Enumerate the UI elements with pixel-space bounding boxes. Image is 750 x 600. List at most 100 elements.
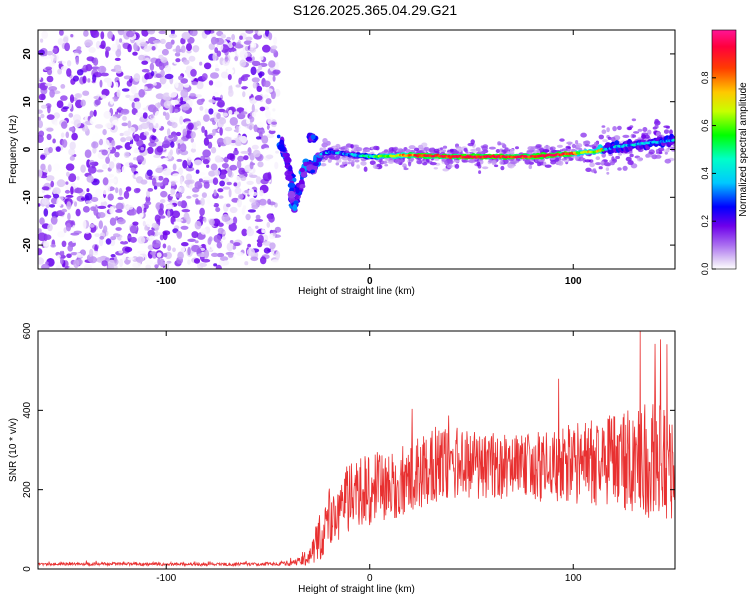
noise-speckle: [146, 190, 151, 198]
noise-speckle: [221, 163, 229, 169]
noise-speckle: [157, 175, 164, 181]
trace-halo: [433, 167, 438, 170]
trace-halo: [636, 157, 643, 162]
noise-speckle: [65, 222, 72, 232]
noise-speckle: [68, 266, 74, 269]
noise-speckle: [47, 105, 51, 114]
trace-halo: [440, 147, 444, 150]
tail-trace-mark: [276, 134, 281, 139]
noise-speckle: [232, 216, 238, 225]
noise-speckle: [165, 204, 173, 210]
noise-speckle: [63, 227, 67, 234]
noise-speckle: [235, 125, 239, 133]
tail-trace-mark: [313, 162, 320, 167]
noise-speckle: [94, 233, 100, 238]
noise-speckle: [119, 147, 127, 152]
trace-halo: [612, 126, 617, 132]
trace-halo: [373, 145, 379, 151]
trace-halo: [654, 124, 659, 129]
noise-speckle: [134, 101, 142, 110]
noise-speckle: [201, 73, 208, 81]
noise-speckle: [194, 39, 202, 45]
noise-speckle: [145, 218, 153, 228]
trace-halo: [320, 163, 327, 167]
trace-halo: [607, 136, 612, 140]
colorbar: 0.0 0.2 0.4 0.6 0.8 Normalized spectral ampli…: [700, 29, 749, 275]
trace-halo: [453, 160, 460, 163]
noise-speckle: [159, 215, 166, 219]
noise-speckle: [155, 93, 165, 100]
noise-speckle: [80, 99, 86, 107]
noise-speckle: [158, 208, 165, 216]
noise-speckle: [173, 221, 179, 225]
noise-speckle: [46, 50, 54, 56]
trace-halo: [584, 159, 591, 163]
noise-speckle: [214, 47, 219, 54]
noise-speckle: [234, 56, 239, 62]
noise-speckle: [100, 72, 109, 77]
noise-speckle: [243, 40, 253, 45]
trace-halo: [550, 160, 556, 165]
noise-speckle: [38, 169, 43, 178]
noise-speckle: [118, 187, 123, 196]
noise-speckle: [252, 149, 261, 158]
noise-speckle: [101, 88, 110, 97]
noise-speckle: [87, 166, 97, 174]
noise-speckle: [68, 173, 77, 183]
noise-speckle: [194, 220, 202, 230]
noise-speckle: [125, 204, 134, 210]
noise-speckle: [173, 108, 179, 113]
noise-speckle: [203, 137, 209, 146]
noise-speckle: [94, 99, 101, 106]
noise-speckle: [152, 39, 162, 44]
noise-speckle: [151, 46, 156, 51]
noise-speckle: [235, 42, 241, 46]
noise-speckle: [228, 188, 232, 198]
noise-speckle: [179, 176, 183, 185]
trace-halo: [669, 129, 673, 135]
noise-speckle: [153, 240, 157, 245]
noise-speckle: [213, 124, 218, 130]
trace-halo: [394, 158, 402, 164]
noise-speckle: [263, 147, 272, 151]
noise-speckle: [159, 234, 164, 241]
noise-speckle: [238, 125, 245, 134]
noise-speckle: [48, 86, 58, 92]
noise-speckle: [97, 205, 107, 209]
noise-speckle: [252, 82, 257, 89]
noise-speckle: [158, 62, 165, 71]
noise-speckle: [233, 149, 239, 156]
trace-halo: [408, 161, 412, 167]
noise-speckle: [187, 238, 196, 242]
noise-speckle: [85, 200, 92, 204]
noise-speckle: [40, 113, 45, 119]
noise-speckle: [107, 193, 114, 201]
trace-halo: [449, 148, 454, 152]
tail-trace-mark: [303, 161, 308, 167]
trace-halo: [514, 160, 519, 163]
noise-speckle: [80, 164, 86, 173]
trace-halo: [590, 169, 597, 173]
noise-speckle: [172, 247, 176, 253]
noise-speckle: [172, 163, 177, 171]
noise-speckle: [243, 155, 249, 161]
snr-plot-area: [38, 331, 675, 569]
noise-speckle: [188, 55, 196, 62]
noise-speckle: [118, 106, 122, 110]
noise-speckle: [145, 201, 152, 206]
noise-speckle: [222, 186, 231, 190]
noise-speckle: [195, 169, 200, 174]
noise-speckle: [96, 169, 104, 173]
trace-halo: [602, 139, 608, 143]
noise-speckle: [60, 132, 65, 138]
trace-halo: [354, 159, 360, 163]
noise-speckle: [225, 79, 233, 87]
trace-halo: [593, 145, 597, 150]
noise-speckle: [76, 176, 80, 181]
noise-speckle: [162, 178, 168, 186]
noise-speckle: [52, 163, 61, 171]
noise-speckle: [70, 232, 80, 236]
noise-speckle: [172, 173, 181, 178]
tail-trace-mark: [310, 169, 316, 174]
noise-speckle: [274, 161, 279, 170]
